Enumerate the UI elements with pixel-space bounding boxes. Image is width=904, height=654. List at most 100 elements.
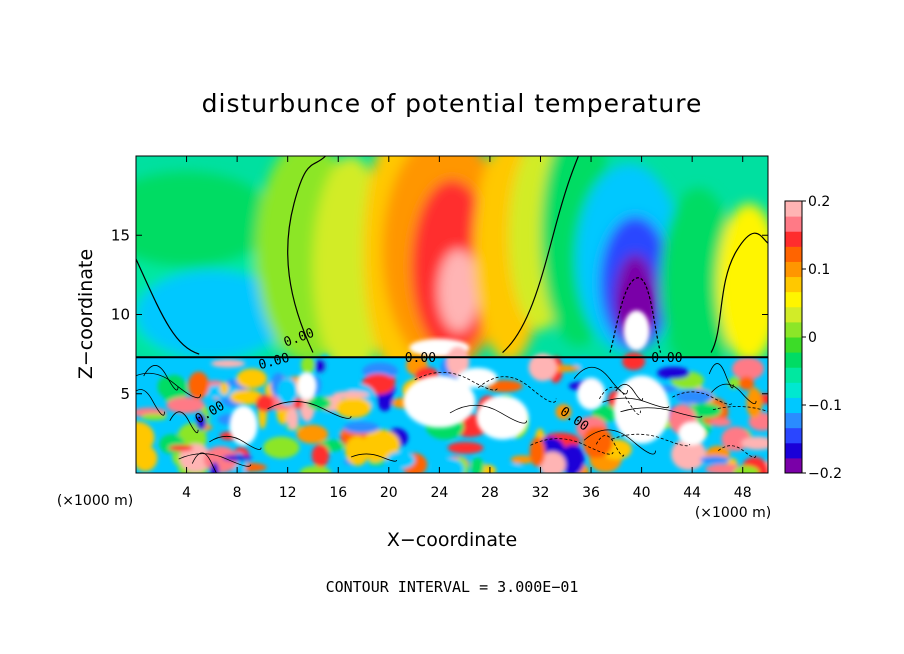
contour-line: [502, 156, 579, 353]
colorbar-swatch: [785, 246, 802, 262]
contour-line: [602, 397, 670, 409]
turbulence-cell: [367, 450, 384, 463]
x-unit-left: (×1000 m): [57, 493, 133, 509]
turbulence-cell: [528, 353, 557, 382]
turbulence-cell: [741, 436, 768, 450]
colorbar-swatch: [785, 397, 802, 414]
colorbar-swatch: [785, 382, 802, 398]
colorbar-swatch: [785, 231, 802, 247]
y-tick-label: 15: [111, 226, 130, 244]
turbulence-cell: [286, 407, 299, 430]
colorbar-tick-label: 0.2: [808, 194, 830, 210]
turbulence-cell: [433, 457, 464, 473]
turbulence-cell: [222, 454, 252, 462]
turbulence-cell: [446, 346, 470, 377]
colorbar-swatch: [785, 412, 802, 429]
x-tick-label: 32: [532, 485, 550, 501]
turbulence-cell: [343, 421, 380, 434]
contour-line: [449, 404, 528, 424]
contour-line: [350, 453, 398, 462]
turbulence-cell: [157, 376, 174, 397]
x-axis-label: X−coordinate: [387, 529, 517, 551]
x-tick-label: 40: [633, 485, 651, 501]
turbulence-cell: [732, 357, 764, 381]
turbulence-cell: [263, 436, 300, 459]
lower-layer: [136, 346, 768, 473]
x-tick-label: 4: [182, 485, 191, 501]
turbulence-cell: [301, 355, 315, 375]
contour-line: [209, 435, 262, 450]
turbulence-cell: [293, 397, 303, 410]
x-unit-right: (×1000 m): [695, 505, 771, 521]
contour-line-dashed: [609, 277, 662, 353]
contour-line: [178, 453, 252, 467]
turbulence-cell: [746, 387, 763, 419]
contour-line: [169, 411, 199, 434]
region-right-green: [717, 203, 768, 363]
x-tick-label: 36: [582, 485, 600, 501]
contour-line: [143, 365, 179, 391]
x-tick-label: 44: [683, 485, 701, 501]
contour-line: [672, 391, 733, 405]
contour-line: [620, 407, 703, 418]
y-tick-label: 5: [120, 385, 130, 403]
colorbar-tick-label: 0.1: [808, 262, 830, 278]
colorbar-swatch: [785, 321, 802, 338]
lower-blobs: [136, 346, 768, 473]
contour-line: [191, 452, 217, 473]
turbulence-cell: [311, 444, 330, 467]
contour-lines: [136, 156, 768, 355]
colorbar-swatch: [785, 337, 802, 353]
cold-core-white: [623, 310, 650, 351]
turbulence-cell: [555, 403, 572, 420]
contour-line: [136, 389, 165, 416]
turbulence-cell: [255, 394, 274, 412]
turbulence-cell: [699, 456, 730, 464]
turbulence-cell: [671, 438, 707, 471]
colorbar-swatch: [785, 276, 802, 293]
colorbar-swatch: [785, 261, 802, 278]
contour-label: 0.00: [651, 351, 682, 366]
contour-line: [287, 156, 327, 353]
x-tick-label: 16: [329, 485, 347, 501]
y-axis-label: Z−coordinate: [75, 249, 97, 379]
turbulence-cell: [738, 376, 755, 391]
turbulence-cell: [296, 424, 329, 444]
white-region: [403, 375, 476, 428]
turbulence-cell: [471, 457, 485, 473]
white-region: [457, 367, 498, 388]
contour-line: [136, 372, 201, 399]
turbulence-cell: [529, 437, 546, 467]
turbulence-cell: [335, 397, 372, 419]
white-region: [678, 421, 707, 446]
turbulence-cell: [299, 465, 331, 473]
white-region: [476, 395, 529, 440]
warm-core-mark: [455, 284, 470, 313]
colorbar-swatch: [785, 457, 802, 474]
turbulence-cell: [622, 352, 646, 371]
colorbar-swatch: [785, 291, 802, 308]
contour-line: [611, 433, 691, 447]
lower-contours: [136, 363, 768, 473]
turbulence-cell: [315, 358, 327, 374]
lower-white-regions: [229, 367, 707, 446]
turbulence-cell: [210, 462, 219, 473]
contour-interval-note: CONTOUR INTERVAL = 3.000E−01: [326, 578, 579, 596]
colorbar-swatch: [785, 427, 802, 444]
colorbar: 0.2 0.1 0 −0.1 −0.2: [784, 194, 842, 482]
contour-line: [573, 366, 628, 395]
turbulence-cell: [510, 455, 534, 464]
turbulence-cell: [447, 441, 484, 454]
turbulence-cell: [332, 391, 370, 399]
contour-line: [530, 438, 614, 455]
turbulence-cell: [307, 396, 331, 410]
y-tick-label: 10: [111, 306, 130, 324]
x-tick-label: 24: [430, 485, 448, 501]
white-region: [296, 371, 317, 400]
x-tick-label: 20: [380, 485, 398, 501]
turbulence-cell: [345, 436, 370, 466]
turbulence-cell: [220, 382, 229, 395]
x-tick-label: 12: [279, 485, 297, 501]
colorbar-swatch: [785, 306, 802, 323]
